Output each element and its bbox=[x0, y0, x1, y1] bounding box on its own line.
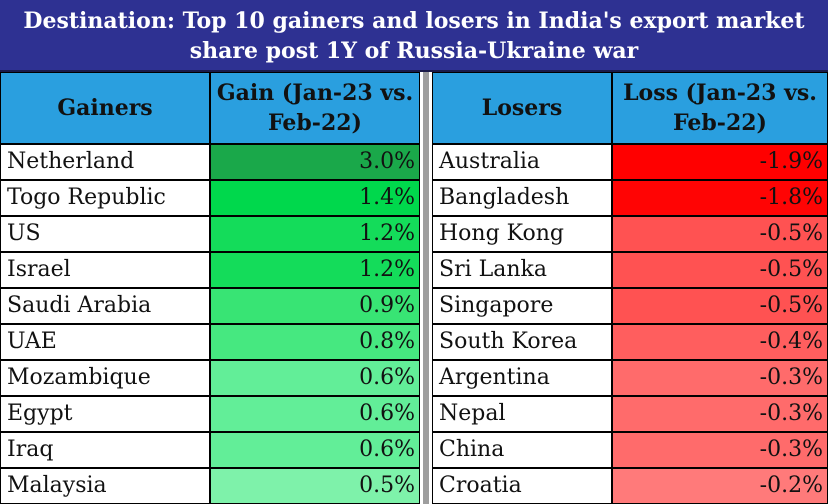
loser-value-cell: -1.9% bbox=[612, 144, 828, 180]
loser-value-cell: -0.4% bbox=[612, 324, 828, 360]
gainer-name-cell: UAE bbox=[0, 324, 210, 360]
gainer-value-cell: 1.2% bbox=[210, 252, 420, 288]
gainer-name-cell: US bbox=[0, 216, 210, 252]
gainer-value-cell: 0.9% bbox=[210, 288, 420, 324]
gainers-header: Gainers bbox=[0, 72, 210, 144]
gainer-name-cell: Netherland bbox=[0, 144, 210, 180]
loser-row: Croatia -0.2% bbox=[432, 468, 828, 504]
loser-value-cell: -0.2% bbox=[612, 468, 828, 504]
gainer-value-cell: 3.0% bbox=[210, 144, 420, 180]
loser-row: Australia -1.9% bbox=[432, 144, 828, 180]
losers-table: Losers Loss (Jan-23 vs. Feb-22) Australi… bbox=[432, 72, 828, 504]
gainer-row: Netherland 3.0% bbox=[0, 144, 420, 180]
gainer-value-cell: 0.8% bbox=[210, 324, 420, 360]
loser-name-cell: Bangladesh bbox=[432, 180, 612, 216]
loser-row: Sri Lanka -0.5% bbox=[432, 252, 828, 288]
gainer-name-cell: Iraq bbox=[0, 432, 210, 468]
losers-header: Losers bbox=[432, 72, 612, 144]
loser-name-cell: Australia bbox=[432, 144, 612, 180]
gainer-row: US 1.2% bbox=[0, 216, 420, 252]
loser-value-cell: -0.3% bbox=[612, 432, 828, 468]
loser-name-cell: Sri Lanka bbox=[432, 252, 612, 288]
loser-value-cell: -0.3% bbox=[612, 360, 828, 396]
gainer-name-cell: Saudi Arabia bbox=[0, 288, 210, 324]
gainer-value-cell: 0.6% bbox=[210, 432, 420, 468]
gainer-row: Egypt 0.6% bbox=[0, 396, 420, 432]
loser-value-cell: -1.8% bbox=[612, 180, 828, 216]
loser-row: Bangladesh -1.8% bbox=[432, 180, 828, 216]
loser-row: Nepal -0.3% bbox=[432, 396, 828, 432]
gainer-name-cell: Malaysia bbox=[0, 468, 210, 504]
loser-name-cell: Singapore bbox=[432, 288, 612, 324]
table-divider bbox=[420, 72, 432, 504]
loser-row: South Korea -0.4% bbox=[432, 324, 828, 360]
loss-header: Loss (Jan-23 vs. Feb-22) bbox=[612, 72, 828, 144]
loser-value-cell: -0.5% bbox=[612, 216, 828, 252]
loser-row: China -0.3% bbox=[432, 432, 828, 468]
gainer-value-cell: 0.6% bbox=[210, 396, 420, 432]
gainer-row: Saudi Arabia 0.9% bbox=[0, 288, 420, 324]
gainer-row: UAE 0.8% bbox=[0, 324, 420, 360]
data-table: Gainers Gain (Jan-23 vs. Feb-22) Netherl… bbox=[0, 72, 828, 504]
gainer-name-cell: Israel bbox=[0, 252, 210, 288]
loser-value-cell: -0.5% bbox=[612, 252, 828, 288]
gainer-value-cell: 1.2% bbox=[210, 216, 420, 252]
loser-value-cell: -0.3% bbox=[612, 396, 828, 432]
loser-row: Hong Kong -0.5% bbox=[432, 216, 828, 252]
gainer-row: Malaysia 0.5% bbox=[0, 468, 420, 504]
gainer-name-cell: Egypt bbox=[0, 396, 210, 432]
loser-name-cell: Hong Kong bbox=[432, 216, 612, 252]
loser-name-cell: Croatia bbox=[432, 468, 612, 504]
gainer-value-cell: 1.4% bbox=[210, 180, 420, 216]
gainer-row: Israel 1.2% bbox=[0, 252, 420, 288]
gainer-row: Iraq 0.6% bbox=[0, 432, 420, 468]
gainer-row: Togo Republic 1.4% bbox=[0, 180, 420, 216]
loser-row: Singapore -0.5% bbox=[432, 288, 828, 324]
gainer-name-cell: Mozambique bbox=[0, 360, 210, 396]
loser-name-cell: Nepal bbox=[432, 396, 612, 432]
gainer-value-cell: 0.5% bbox=[210, 468, 420, 504]
loser-name-cell: China bbox=[432, 432, 612, 468]
chart-title: Destination: Top 10 gainers and losers i… bbox=[0, 0, 828, 72]
loser-value-cell: -0.5% bbox=[612, 288, 828, 324]
gainer-name-cell: Togo Republic bbox=[0, 180, 210, 216]
loser-name-cell: South Korea bbox=[432, 324, 612, 360]
gainer-value-cell: 0.6% bbox=[210, 360, 420, 396]
loser-name-cell: Argentina bbox=[432, 360, 612, 396]
gainer-row: Mozambique 0.6% bbox=[0, 360, 420, 396]
loser-row: Argentina -0.3% bbox=[432, 360, 828, 396]
gainers-table: Gainers Gain (Jan-23 vs. Feb-22) Netherl… bbox=[0, 72, 420, 504]
gain-header: Gain (Jan-23 vs. Feb-22) bbox=[210, 72, 420, 144]
